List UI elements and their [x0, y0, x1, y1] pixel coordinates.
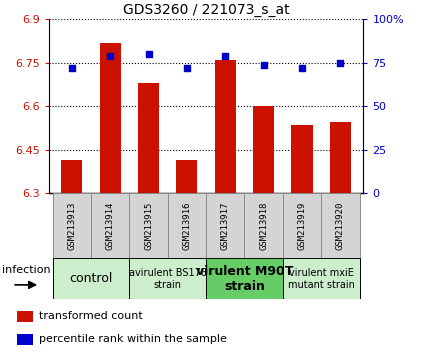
Bar	[176, 160, 198, 193]
Text: GSM213915: GSM213915	[144, 201, 153, 250]
Bar	[215, 60, 236, 193]
Bar	[53, 193, 91, 258]
Text: GSM213916: GSM213916	[182, 201, 191, 250]
Point	[107, 53, 113, 59]
Title: GDS3260 / 221073_s_at: GDS3260 / 221073_s_at	[123, 3, 289, 17]
Bar	[130, 193, 168, 258]
Point	[68, 65, 75, 71]
Bar	[283, 193, 321, 258]
Bar	[17, 311, 33, 322]
Point	[222, 53, 229, 59]
Text: GSM213917: GSM213917	[221, 201, 230, 250]
Point	[145, 51, 152, 57]
Text: avirulent BS176
strain: avirulent BS176 strain	[129, 268, 207, 290]
Text: percentile rank within the sample: percentile rank within the sample	[39, 334, 227, 344]
Point	[184, 65, 190, 71]
Bar	[138, 83, 159, 193]
Text: GSM213918: GSM213918	[259, 201, 268, 250]
Text: GSM213920: GSM213920	[336, 201, 345, 250]
Point	[260, 62, 267, 67]
Bar	[61, 160, 82, 193]
Text: virulent mxiE
mutant strain: virulent mxiE mutant strain	[288, 268, 354, 290]
Bar	[91, 193, 130, 258]
Text: GSM213913: GSM213913	[68, 201, 76, 250]
Bar	[253, 106, 274, 193]
Bar	[244, 193, 283, 258]
Bar	[168, 193, 206, 258]
Point	[299, 65, 306, 71]
Bar	[292, 125, 312, 193]
Bar	[17, 334, 33, 345]
Text: virulent M90T
strain: virulent M90T strain	[196, 265, 293, 293]
Bar	[321, 193, 360, 258]
Bar	[206, 193, 244, 258]
Text: GSM213919: GSM213919	[298, 201, 306, 250]
Bar	[283, 258, 360, 299]
Text: infection: infection	[3, 265, 51, 275]
Text: GSM213914: GSM213914	[106, 201, 115, 250]
Text: control: control	[69, 272, 113, 285]
Bar	[206, 258, 283, 299]
Bar	[330, 122, 351, 193]
Bar	[53, 258, 130, 299]
Text: transformed count: transformed count	[39, 311, 143, 321]
Point	[337, 60, 344, 66]
Bar	[100, 42, 121, 193]
Bar	[130, 258, 206, 299]
